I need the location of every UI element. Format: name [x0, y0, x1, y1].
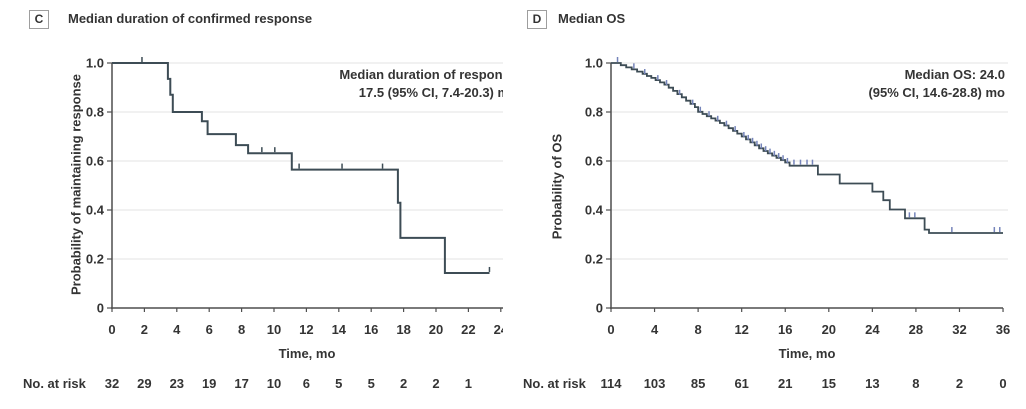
svg-text:61: 61 [734, 376, 748, 391]
svg-text:6: 6 [303, 376, 310, 391]
panel-d-title: Median OS [558, 11, 626, 26]
svg-text:2: 2 [141, 322, 148, 337]
svg-text:1.0: 1.0 [86, 56, 104, 71]
svg-text:0: 0 [108, 322, 115, 337]
svg-text:0: 0 [97, 301, 104, 316]
svg-text:12: 12 [299, 322, 313, 337]
svg-text:24: 24 [494, 322, 503, 337]
svg-text:12: 12 [734, 322, 748, 337]
svg-text:0: 0 [999, 376, 1006, 391]
svg-text:0: 0 [607, 322, 614, 337]
svg-text:0.2: 0.2 [86, 252, 104, 267]
svg-text:1: 1 [465, 376, 472, 391]
svg-text:16: 16 [364, 322, 378, 337]
svg-text:0.4: 0.4 [86, 203, 105, 218]
panel-c: C Median duration of confirmed response … [0, 0, 503, 409]
svg-text:19: 19 [202, 376, 216, 391]
panel-c-annotation-line2: 17.5 (95% CI, 7.4-20.3) mo [358, 85, 503, 100]
panel-c-annotation-line1: Median duration of response [339, 67, 503, 82]
panel-d-x-axis-label: Time, mo [778, 346, 836, 361]
svg-text:20: 20 [822, 322, 836, 337]
svg-text:2: 2 [956, 376, 963, 391]
svg-text:8: 8 [238, 322, 245, 337]
svg-text:0.4: 0.4 [585, 203, 604, 218]
panel-c-annotation: Median duration of response 17.5 (95% CI… [217, 66, 503, 102]
svg-text:16: 16 [778, 322, 792, 337]
panel-d-letter-box: D [527, 10, 547, 29]
panel-c-x-axis-label: Time, mo [278, 346, 336, 361]
panel-c-letter: C [34, 12, 44, 26]
svg-text:17: 17 [234, 376, 248, 391]
panel-d-letter: D [532, 12, 542, 26]
panel-c-letter-box: C [29, 10, 49, 29]
svg-text:21: 21 [778, 376, 792, 391]
svg-text:0.2: 0.2 [585, 252, 603, 267]
svg-text:4: 4 [651, 322, 659, 337]
svg-text:2: 2 [432, 376, 439, 391]
svg-text:14: 14 [332, 322, 347, 337]
svg-text:5: 5 [368, 376, 375, 391]
panel-d-annotation-line1: Median OS: 24.0 [904, 67, 1005, 82]
svg-text:0.8: 0.8 [585, 105, 603, 120]
svg-text:13: 13 [865, 376, 879, 391]
svg-text:8: 8 [695, 322, 702, 337]
svg-text:10: 10 [267, 376, 281, 391]
svg-text:0.6: 0.6 [86, 154, 104, 169]
svg-text:5: 5 [335, 376, 342, 391]
km-chart-duration-of-response: 1.00.80.60.40.20024681012141618202224322… [86, 56, 503, 391]
svg-text:29: 29 [137, 376, 151, 391]
panel-c-risk-label: No. at risk [23, 376, 86, 391]
svg-text:36: 36 [996, 322, 1010, 337]
svg-text:1.0: 1.0 [585, 56, 603, 71]
panel-d-annotation-line2: (95% CI, 14.6-28.8) mo [868, 85, 1005, 100]
svg-text:2: 2 [400, 376, 407, 391]
svg-text:22: 22 [461, 322, 475, 337]
panel-c-title: Median duration of confirmed response [68, 11, 313, 26]
svg-text:103: 103 [644, 376, 666, 391]
svg-text:32: 32 [952, 322, 966, 337]
svg-text:114: 114 [601, 376, 623, 391]
svg-text:28: 28 [909, 322, 923, 337]
panel-d: D Median OS 1.0 0.8 0.6 0.4 0.2 0 0 4 8 12 16 20 24 2… [513, 0, 1026, 409]
panel-d-risk-label: No. at risk [523, 376, 586, 391]
svg-text:10: 10 [267, 322, 281, 337]
svg-text:8: 8 [912, 376, 919, 391]
svg-text:85: 85 [691, 376, 705, 391]
svg-text:6: 6 [206, 322, 213, 337]
panel-c-y-axis-label: Probability of maintaining response [68, 73, 84, 296]
svg-text:32: 32 [105, 376, 119, 391]
svg-text:23: 23 [170, 376, 184, 391]
svg-text:0.6: 0.6 [585, 154, 603, 169]
svg-text:24: 24 [865, 322, 880, 337]
svg-text:4: 4 [173, 322, 181, 337]
svg-text:0.8: 0.8 [86, 105, 104, 120]
svg-text:15: 15 [822, 376, 836, 391]
panel-d-annotation: Median OS: 24.0 (95% CI, 14.6-28.8) mo [705, 66, 1005, 102]
svg-text:18: 18 [396, 322, 410, 337]
svg-text:0: 0 [596, 301, 603, 316]
panel-d-y-axis-label: Probability of OS [549, 133, 565, 240]
svg-text:20: 20 [429, 322, 443, 337]
